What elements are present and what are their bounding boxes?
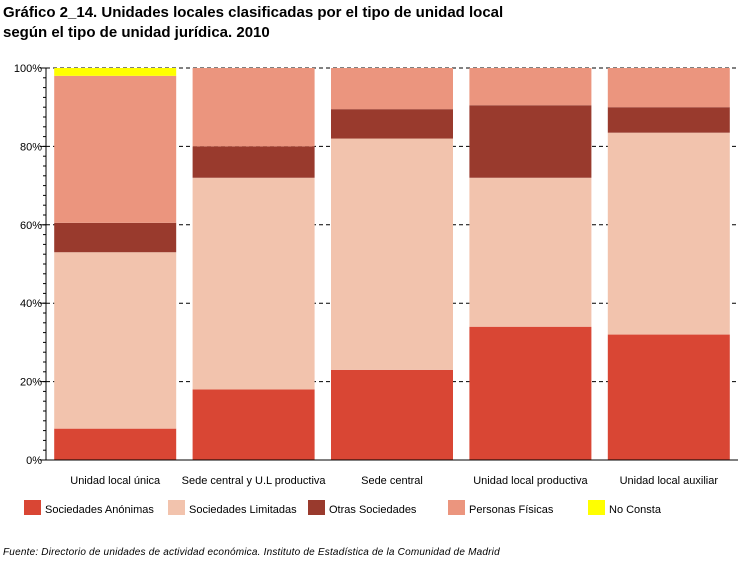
bar-segment <box>331 369 453 460</box>
legend-label: Sociedades Anónimas <box>45 504 154 516</box>
legend-swatch <box>588 500 605 515</box>
bar-segment <box>607 107 730 133</box>
chart-title-line-1: Gráfico 2_14. Unidades locales clasifica… <box>3 4 504 21</box>
x-category-label: Unidad local productiva <box>473 475 588 487</box>
legend-label: Personas Físicas <box>469 504 554 516</box>
y-tick-label: 0% <box>26 455 42 467</box>
x-category-label: Sede central <box>361 475 423 487</box>
bar-segment <box>192 146 315 178</box>
bar-segment <box>54 222 177 253</box>
y-tick-label: 40% <box>20 298 42 310</box>
bar-segment <box>607 132 730 335</box>
bar-segment <box>331 109 453 139</box>
bar-segment <box>469 68 592 106</box>
bar-segment <box>192 177 315 390</box>
bar-segment <box>54 428 177 460</box>
y-tick-label: 80% <box>20 141 42 153</box>
bar-segment <box>54 68 177 76</box>
source-note: Fuente: Directorio de unidades de activi… <box>3 547 500 558</box>
x-category-label: Unidad local auxiliar <box>620 475 719 487</box>
y-tick-label: 100% <box>14 63 42 75</box>
bar-segment <box>469 177 592 327</box>
legend-swatch <box>24 500 41 515</box>
bar-segment <box>607 68 730 108</box>
legend-swatch <box>168 500 185 515</box>
y-tick-label: 60% <box>20 220 42 232</box>
y-axis: 0% 20% 40% 60% 80% 100% <box>14 63 738 467</box>
bar-segment <box>331 138 453 370</box>
bar-segment <box>54 75 177 223</box>
legend-label: Sociedades Limitadas <box>189 504 297 516</box>
bar-segment <box>607 334 730 460</box>
bar-segment <box>331 68 453 110</box>
bars <box>54 68 730 460</box>
bar-segment <box>192 68 315 147</box>
x-category-label: Sede central y U.L productiva <box>182 475 327 487</box>
bar-segment <box>469 326 592 460</box>
legend-label: Otras Sociedades <box>329 504 417 516</box>
bar-segment <box>54 252 177 429</box>
legend-label: No Consta <box>609 504 661 516</box>
bar-segment <box>469 105 592 178</box>
legend-swatch <box>448 500 465 515</box>
legend-swatch <box>308 500 325 515</box>
legend: Sociedades Anónimas Sociedades Limitadas O… <box>24 498 744 522</box>
chart-title-line-2: según el tipo de unidad jurídica. 2010 <box>3 24 270 41</box>
bar-segment <box>192 389 315 460</box>
stacked-bar-chart: 0% 20% 40% 60% 80% 100% Unidad local única Sed… <box>14 63 738 487</box>
chart-title: Gráfico 2_14. Unidades locales clasifica… <box>3 3 743 43</box>
x-axis-labels: Unidad local única Sede central y U.L pro… <box>70 475 718 487</box>
y-tick-label: 20% <box>20 377 42 389</box>
x-category-label: Unidad local única <box>70 475 161 487</box>
